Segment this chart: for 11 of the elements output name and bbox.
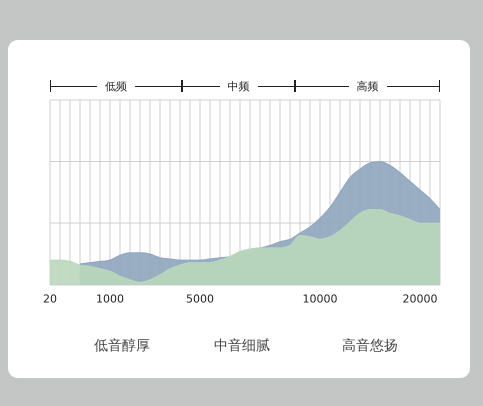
text: 中频 [226, 78, 250, 94]
x-tick-label: 1000 [96, 292, 124, 306]
text: 低频 [104, 78, 128, 94]
text: 高音悠扬 [342, 337, 398, 355]
text: 低音醇厚 [94, 337, 150, 355]
x-tick-label: 10000 [302, 292, 338, 306]
text: 高频 [356, 78, 380, 94]
x-tick-label: 20000 [402, 292, 438, 306]
text: 中音细腻 [214, 337, 270, 355]
x-tick-label: 20 [43, 292, 57, 306]
x-tick-label: 5000 [186, 292, 214, 306]
